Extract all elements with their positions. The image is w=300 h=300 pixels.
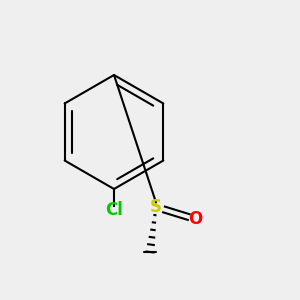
Text: O: O — [188, 210, 202, 228]
Text: Cl: Cl — [105, 201, 123, 219]
Text: S: S — [150, 198, 162, 216]
